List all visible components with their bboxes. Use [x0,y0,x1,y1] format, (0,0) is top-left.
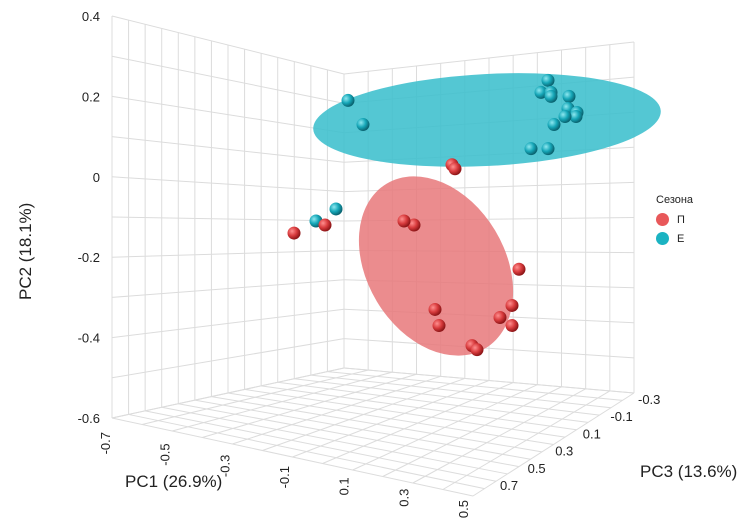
point-e [524,142,538,156]
point-e [547,118,561,132]
point-p [287,226,301,240]
y-tick-label: -0.4 [78,331,100,346]
point-p [505,298,519,312]
grid-line [172,371,393,432]
grid-line [412,388,586,484]
x-tick-label: 0.3 [396,489,411,507]
point-e [569,110,583,123]
legend-swatch-e [656,232,669,245]
x-tick-label: -0.7 [98,432,113,454]
point-p [470,343,484,357]
point-e [541,142,555,156]
point-p [428,302,442,316]
grid-line [292,380,490,458]
point-p [512,262,526,276]
x-tick-label: -0.3 [217,455,232,477]
grid-lines [111,15,635,497]
x-axis-title: PC1 (26.9%) [125,472,222,491]
legend-swatch-p [656,213,669,226]
z-tick-label: 0.3 [555,444,573,459]
grid-line [202,373,417,438]
point-p [505,319,519,333]
point-p [493,311,507,324]
point-e [356,118,370,132]
point-p [318,218,332,232]
legend-title: Сезона [656,194,694,206]
legend-label-p: П [677,213,685,226]
grid-line [322,382,514,464]
point-e [329,202,343,216]
legend: Сезона П Е [656,194,693,248]
legend-item-p: П [656,210,693,229]
y-tick-label: -0.6 [78,411,100,426]
grid-line [442,390,611,490]
ellipse-p [358,176,514,356]
point-e [544,89,558,103]
y-tick-label: 0 [93,170,100,185]
grid-line [382,386,562,477]
point-p [432,319,446,333]
grid-line [352,384,538,471]
y-tick-label: 0.4 [82,9,100,24]
x-tick-label: 0.1 [337,477,352,495]
grid-line [232,375,441,445]
x-tick-label: -0.5 [158,443,173,465]
x-tick-label: 0.5 [456,500,471,518]
grid-line [141,369,369,425]
z-tick-label: -0.3 [638,392,660,407]
grid-line [262,377,466,451]
point-p [448,162,462,176]
legend-item-e: Е [656,229,693,248]
point-p [407,218,421,232]
point-e [541,73,555,87]
legend-label-e: Е [677,232,685,245]
y-axis-title: PC2 (18.1%) [16,203,35,300]
z-tick-label: 0.1 [583,426,601,441]
point-e [534,85,548,99]
point-e [341,93,355,107]
point-e [558,110,572,123]
grid-line [472,392,635,497]
x-tick-label: -0.1 [277,466,292,488]
point-e [562,89,576,103]
z-tick-label: 0.7 [500,478,518,493]
z-axis-title: PC3 (13.6%) [640,462,737,481]
y-tick-label: 0.2 [82,89,100,104]
y-tick-label: -0.2 [78,250,100,265]
data-points [287,73,584,357]
point-p [397,214,411,228]
grid-line [111,367,345,419]
z-tick-label: -0.1 [610,409,632,424]
tick-labels: -0.6 -0.4 -0.2 0 0.2 0.4 -0.7 -0.5 -0.3 -0.1 0.1 0.… [78,9,661,518]
z-tick-label: 0.5 [528,461,546,476]
